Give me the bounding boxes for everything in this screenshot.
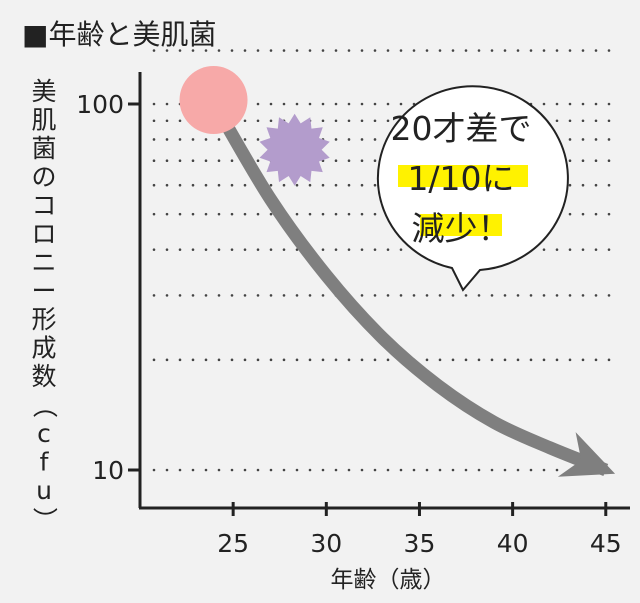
y-label-char: 肌 bbox=[31, 106, 56, 135]
y-label-char: ） bbox=[30, 507, 59, 532]
y-label-char: f bbox=[40, 448, 50, 477]
marker-circle bbox=[179, 66, 248, 134]
bubble-shape bbox=[376, 85, 569, 292]
x-ticks: 25 30 35 40 45 bbox=[217, 502, 622, 558]
annotation-bubble: 20才差で 1/10に 減少！ bbox=[376, 85, 569, 292]
highlight-line3 bbox=[420, 214, 502, 236]
x-tick-label: 25 bbox=[217, 529, 249, 558]
y-label-char: ロ bbox=[31, 220, 56, 249]
annotation-line2: 1/10に bbox=[407, 159, 514, 198]
y-label-char: ニ bbox=[31, 248, 56, 277]
y-tick-label: 100 bbox=[76, 90, 124, 119]
series bbox=[208, 100, 616, 477]
y-label-char: 菌 bbox=[31, 134, 56, 163]
y-label-char: ー bbox=[31, 277, 56, 306]
y-label-char: 数 bbox=[31, 362, 56, 391]
x-tick-label: 30 bbox=[310, 529, 342, 558]
y-label-char: コ bbox=[31, 191, 56, 220]
y-label-char: u bbox=[36, 476, 52, 505]
chart-title: ■年齢と美肌菌 bbox=[22, 18, 216, 51]
x-tick-label: 45 bbox=[590, 529, 622, 558]
y-label-char: 形 bbox=[31, 305, 56, 334]
series-line bbox=[208, 100, 609, 477]
annotation-line3: 減少！ bbox=[412, 209, 511, 248]
y-ticks: 100 10 bbox=[76, 90, 140, 485]
y-label-char: の bbox=[31, 163, 56, 192]
marker-starburst bbox=[259, 113, 330, 186]
y-label-char: （ bbox=[30, 393, 59, 418]
annotation-line1: 20才差で bbox=[391, 109, 532, 148]
x-axis-label: 年齢（歳） bbox=[331, 567, 446, 593]
highlight-line2 bbox=[398, 165, 528, 187]
y-label-char: 美 bbox=[31, 77, 56, 106]
series-arrowhead bbox=[557, 432, 616, 477]
x-tick-label: 35 bbox=[404, 529, 436, 558]
y-label-char: c bbox=[37, 419, 51, 448]
y-tick-label: 10 bbox=[92, 456, 124, 485]
x-tick-label: 40 bbox=[497, 529, 529, 558]
y-label-char: 成 bbox=[31, 334, 56, 363]
markers bbox=[179, 66, 330, 186]
